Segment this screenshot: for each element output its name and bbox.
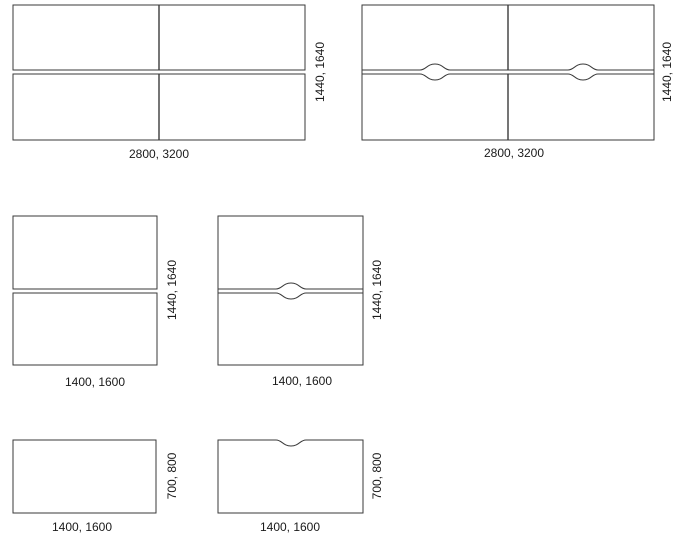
config-2x1-notched: 1400, 1600 1440, 1640 — [217, 215, 384, 388]
panel-bottom — [12, 292, 158, 366]
width-label: 2800, 3200 — [129, 147, 189, 161]
panel-outline — [217, 215, 364, 366]
panel-top-edge — [362, 63, 654, 71]
panel — [12, 439, 157, 514]
panel-bottom-edge — [218, 292, 363, 300]
config-2x2-plain: 2800, 3200 1440, 1640 — [12, 4, 327, 161]
width-label: 1400, 1600 — [260, 520, 320, 534]
config-2x2-notched: 2800, 3200 1440, 1640 — [361, 4, 674, 160]
config-1x1-plain: 1400, 1600 700, 800 — [12, 439, 179, 534]
height-label: 1440, 1640 — [370, 260, 384, 320]
panel-bottom-edge — [362, 73, 654, 81]
width-label: 1400, 1600 — [52, 520, 112, 534]
panel-top-edge — [218, 282, 363, 290]
width-label: 1400, 1600 — [272, 374, 332, 388]
config-2x1-plain: 1400, 1600 1440, 1640 — [12, 215, 179, 389]
width-label: 1400, 1600 — [65, 375, 125, 389]
config-1x1-notched: 1400, 1600 700, 800 — [217, 439, 384, 534]
height-label: 1440, 1640 — [165, 260, 179, 320]
height-label: 1440, 1640 — [660, 42, 674, 102]
height-label: 700, 800 — [370, 452, 384, 499]
height-label: 700, 800 — [165, 452, 179, 499]
height-label: 1440, 1640 — [313, 42, 327, 102]
width-label: 2800, 3200 — [484, 146, 544, 160]
panel-top — [12, 215, 158, 290]
panel — [217, 439, 364, 514]
